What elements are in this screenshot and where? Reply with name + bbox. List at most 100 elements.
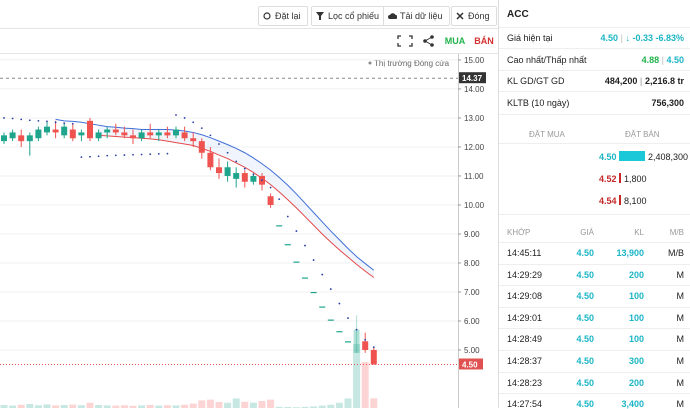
button-label: Tải dữ liệu (400, 11, 443, 21)
sell-button[interactable]: BÁN (474, 36, 494, 46)
sar-dot (140, 153, 143, 156)
volume-bar (215, 402, 223, 408)
volume-bar (361, 362, 369, 408)
divider (499, 350, 690, 351)
divider (499, 285, 690, 287)
candle-body (284, 244, 291, 246)
ask-bar (619, 173, 621, 183)
volume-bar (86, 402, 94, 408)
y-tick-label: 7.00 (464, 288, 480, 297)
candle-body (18, 135, 25, 142)
volume-bar (258, 401, 266, 408)
close-button[interactable]: Đóng (451, 6, 497, 26)
volume-bar (129, 405, 137, 408)
icon (316, 12, 324, 20)
trade-cell: M (676, 291, 685, 302)
volume-bar (95, 405, 103, 408)
stat-value: 4.50 (600, 33, 619, 43)
reset-button[interactable]: Đặt lại (258, 6, 308, 26)
candle-body (138, 132, 145, 139)
last-price-label: 4.50 (462, 360, 478, 369)
sar-dot (37, 119, 40, 122)
ask-price: 4.54 (599, 196, 617, 206)
sar-dot (278, 198, 281, 201)
divider (499, 70, 690, 71)
volume-bar (224, 402, 232, 408)
share-icon[interactable] (423, 35, 434, 47)
candle-body (327, 319, 334, 321)
volume-bar (267, 399, 275, 408)
trade-cell: M/B (667, 248, 684, 258)
candle-body (319, 306, 326, 308)
volume-bar (335, 402, 343, 408)
divider (499, 328, 690, 330)
volume-bar (241, 401, 249, 408)
volume-bar (34, 405, 42, 408)
candle-body (61, 126, 68, 136)
volume-bar (370, 398, 378, 408)
divider (499, 114, 690, 115)
sar-dot (28, 119, 31, 122)
candle-body (293, 261, 300, 263)
sar-dot (321, 273, 324, 276)
volume-bar (232, 398, 240, 408)
trades-header: KL (634, 228, 644, 237)
trade-cell: 4.50 (576, 291, 594, 302)
stat-label: Giá hiện tại (507, 33, 553, 43)
divider (499, 214, 690, 215)
sar-dot (46, 120, 48, 123)
trade-cell: M (676, 377, 685, 388)
trade-cell: 4.50 (576, 312, 594, 323)
y-tick-label: 13.00 (464, 114, 485, 123)
sar-dot (364, 338, 367, 341)
sar-dot (54, 121, 57, 124)
sar-dot (209, 134, 212, 137)
divider (499, 91, 690, 92)
candle-body (26, 135, 33, 142)
filter-button[interactable]: Lọc cổ phiếu (311, 6, 387, 26)
trade-cell: 14:27:54 (507, 399, 543, 409)
volume-bar (17, 404, 25, 408)
sar-dot (355, 328, 358, 331)
candle-body (121, 132, 128, 136)
sar-dot (312, 259, 315, 261)
buy-button[interactable]: MUA (445, 36, 466, 46)
candle-body (345, 341, 351, 343)
candle-body (216, 167, 222, 174)
orderbook-header: ĐẶT BÁN (625, 130, 660, 139)
trade-cell: 4.50 (576, 269, 594, 280)
button-label: Đặt lại (275, 11, 301, 21)
candle-body (147, 132, 154, 136)
candle-body (250, 175, 257, 182)
trade-cell: 14:29:01 (507, 312, 543, 323)
reference-box (459, 72, 486, 84)
sar-dot (20, 118, 23, 121)
trade-cell: 4.50 (576, 356, 594, 366)
stat-value: 4.50 (666, 55, 684, 65)
sar-dot (192, 121, 195, 124)
trade-cell: 13,900 (616, 248, 644, 258)
stat-label: KLTB (10 ngày) (507, 98, 570, 108)
trade-cell: 14:29:29 (507, 269, 543, 280)
stat-value: 4.88 (641, 55, 660, 65)
sar-dot (235, 160, 238, 163)
ask-bar (619, 195, 621, 205)
sar-dot (114, 154, 117, 157)
trades-header: M/B (669, 228, 684, 237)
reference-label: 14.37 (462, 74, 483, 83)
sar-dot (372, 346, 375, 348)
candle-body (112, 129, 119, 133)
volume-bar (112, 405, 120, 408)
sar-dot (175, 114, 177, 116)
trade-cell: 100 (628, 291, 644, 302)
expand-icon[interactable] (397, 35, 413, 47)
candle-body (78, 132, 85, 136)
y-tick-label: 10.00 (464, 201, 485, 210)
volume-bar (172, 405, 180, 408)
candle-body (302, 277, 308, 279)
sar-dot (183, 117, 186, 119)
candle-body (276, 225, 283, 227)
download-button[interactable]: Tải dữ liệu (383, 6, 450, 26)
trade-cell: M (676, 399, 685, 409)
sar-dot (261, 179, 263, 182)
